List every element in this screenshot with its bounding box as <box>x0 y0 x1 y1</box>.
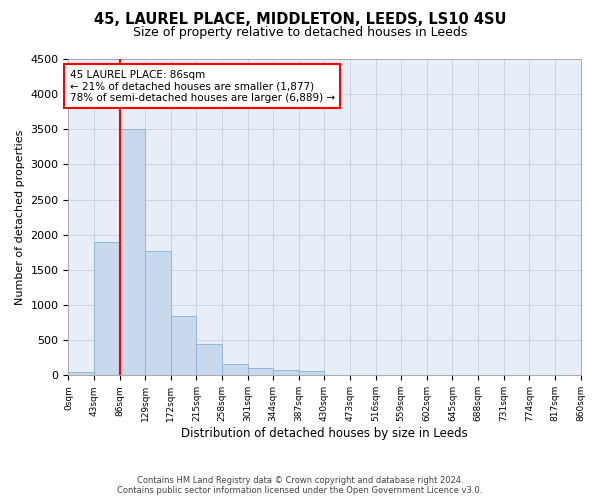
Y-axis label: Number of detached properties: Number of detached properties <box>15 130 25 305</box>
Bar <box>94 242 119 376</box>
Bar <box>248 368 273 376</box>
Text: Contains HM Land Registry data © Crown copyright and database right 2024.
Contai: Contains HM Land Registry data © Crown c… <box>118 476 482 495</box>
Text: 45, LAUREL PLACE, MIDDLETON, LEEDS, LS10 4SU: 45, LAUREL PLACE, MIDDLETON, LEEDS, LS10… <box>94 12 506 28</box>
Bar <box>196 344 222 376</box>
Bar <box>222 364 248 376</box>
X-axis label: Distribution of detached houses by size in Leeds: Distribution of detached houses by size … <box>181 427 468 440</box>
Bar <box>299 372 325 376</box>
Bar <box>68 372 94 376</box>
Bar <box>119 130 145 376</box>
Bar <box>171 316 196 376</box>
Text: 45 LAUREL PLACE: 86sqm
← 21% of detached houses are smaller (1,877)
78% of semi-: 45 LAUREL PLACE: 86sqm ← 21% of detached… <box>70 70 335 102</box>
Bar <box>273 370 299 376</box>
Text: Size of property relative to detached houses in Leeds: Size of property relative to detached ho… <box>133 26 467 39</box>
Bar <box>145 251 171 376</box>
